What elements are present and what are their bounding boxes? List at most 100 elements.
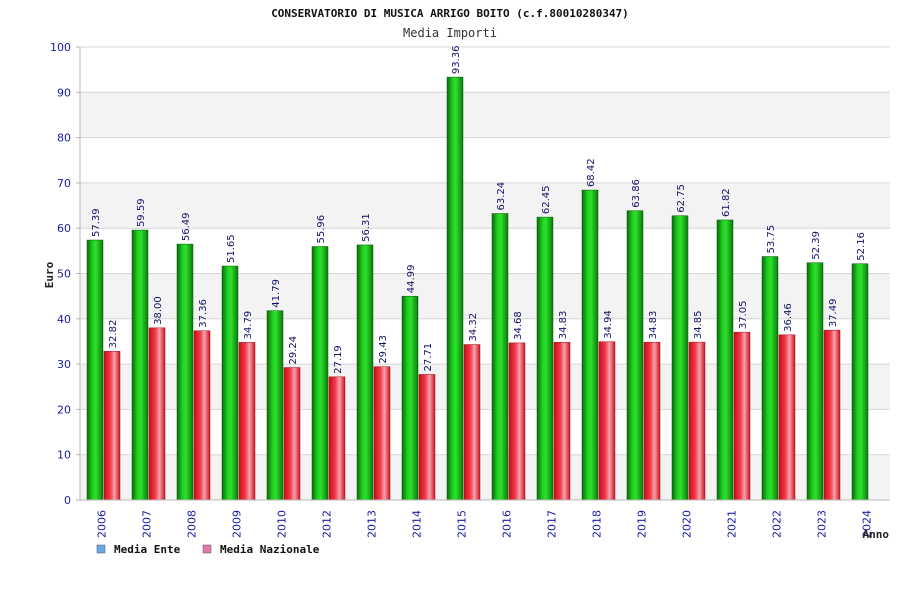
value-label: 55.96 (316, 215, 327, 244)
bar-media-nazionale-2016 (508, 342, 526, 501)
bar-media-ente-2012 (311, 246, 329, 501)
bar-media-ente-2014 (401, 295, 419, 501)
bar-media-nazionale-2020 (688, 341, 706, 501)
bar-media-ente-2007 (131, 229, 149, 501)
value-label: 34.79 (243, 311, 254, 340)
value-label: 27.71 (423, 343, 434, 372)
x-axis-label: Anno (863, 528, 890, 541)
bar-media-nazionale-2009 (238, 342, 256, 501)
value-label: 34.68 (513, 311, 524, 340)
grid-band (80, 273, 890, 319)
value-label: 41.79 (271, 279, 282, 308)
grid-band (80, 228, 890, 274)
y-tick-label: 30 (57, 358, 71, 371)
value-label: 51.65 (226, 234, 237, 263)
bar-media-ente-2006 (86, 239, 104, 501)
bar-media-nazionale-2021 (733, 331, 751, 501)
y-tick-label: 40 (57, 313, 71, 326)
x-tick-label: 2013 (366, 510, 379, 538)
bar-media-nazionale-2010 (283, 367, 301, 501)
value-label: 29.24 (288, 336, 299, 365)
x-tick-label: 2023 (816, 510, 829, 538)
value-label: 37.05 (738, 301, 749, 330)
x-tick-label: 2022 (771, 510, 784, 538)
value-label: 37.49 (828, 299, 839, 328)
bar-media-ente-2009 (221, 265, 239, 501)
bar-media-nazionale-2006 (103, 351, 121, 501)
value-label: 57.39 (91, 208, 102, 237)
bar-media-nazionale-2018 (598, 341, 616, 501)
value-label: 44.99 (406, 265, 417, 294)
bar-media-ente-2022 (761, 256, 779, 501)
x-tick-label: 2006 (96, 510, 109, 538)
bar-media-nazionale-2019 (643, 341, 661, 501)
value-label: 68.42 (586, 158, 597, 187)
grid-band (80, 92, 890, 138)
value-label: 38.00 (153, 296, 164, 325)
x-tick-label: 2010 (276, 510, 289, 538)
bar-media-ente-2013 (356, 244, 374, 501)
legend-swatch-media-nazionale (202, 544, 212, 554)
y-tick-label: 60 (57, 222, 71, 235)
value-label: 93.36 (451, 45, 462, 74)
value-label: 56.31 (361, 213, 372, 242)
y-tick-label: 90 (57, 86, 71, 99)
chart-title: CONSERVATORIO DI MUSICA ARRIGO BOITO (c.… (271, 7, 629, 20)
value-label: 61.82 (721, 188, 732, 217)
y-tick-label: 10 (57, 449, 71, 462)
y-axis-label: Euro (43, 261, 56, 288)
bar-media-ente-2010 (266, 310, 284, 501)
x-tick-label: 2007 (141, 510, 154, 538)
y-tick-label: 20 (57, 403, 71, 416)
y-tick-label: 70 (57, 177, 71, 190)
value-label: 34.83 (558, 311, 569, 340)
legend: Media Ente Media Nazionale (96, 543, 320, 556)
x-tick-label: 2014 (411, 510, 424, 538)
value-label: 52.39 (811, 231, 822, 260)
grid-band (80, 182, 890, 229)
x-tick-label: 2017 (546, 510, 559, 538)
grid-band (80, 409, 890, 455)
legend-label-media-nazionale: Media Nazionale (220, 543, 320, 556)
value-label: 56.49 (181, 212, 192, 241)
grid-bands (80, 47, 890, 500)
chart-subtitle: Media Importi (403, 26, 497, 40)
bar-media-ente-2023 (806, 262, 824, 501)
value-label: 34.32 (468, 313, 479, 342)
bar-media-nazionale-2013 (373, 366, 391, 501)
bar-media-nazionale-2012 (328, 376, 346, 501)
legend-swatch-media-ente (96, 544, 106, 554)
y-tick-label: 0 (64, 494, 71, 507)
value-label: 27.19 (333, 345, 344, 374)
bar-media-ente-2020 (671, 215, 689, 501)
x-tick-label: 2021 (726, 510, 739, 538)
value-label: 32.82 (108, 320, 119, 349)
bar-media-ente-2018 (581, 189, 599, 501)
x-tick-label: 2008 (186, 510, 199, 538)
y-tick-label: 80 (57, 132, 71, 145)
value-label: 63.24 (496, 182, 507, 211)
value-label: 62.75 (676, 184, 687, 213)
y-tick-label: 100 (50, 41, 71, 54)
grid-band (80, 364, 890, 410)
x-tick-label: 2012 (321, 510, 334, 538)
grid-band (80, 318, 890, 365)
value-label: 29.43 (378, 335, 389, 364)
value-label: 34.83 (648, 311, 659, 340)
x-tick-label: 2018 (591, 510, 604, 538)
y-axis-ticks: 0 10 20 30 40 50 60 70 80 90 100 (50, 41, 80, 507)
bar-media-nazionale-2007 (148, 327, 166, 501)
bar-media-nazionale-2017 (553, 341, 571, 501)
x-tick-label: 2019 (636, 510, 649, 538)
grid-band (80, 47, 890, 93)
bar-media-nazionale-2014 (418, 374, 436, 501)
x-tick-label: 2020 (681, 510, 694, 538)
value-label: 37.36 (198, 299, 209, 328)
bar-media-ente-2017 (536, 216, 554, 501)
value-labels: 57.39 32.82 59.59 38.00 56.49 37.36 51.65 34.79… (91, 45, 867, 373)
x-tick-label: 2015 (456, 510, 469, 538)
legend-label-media-ente: Media Ente (114, 543, 181, 556)
x-tick-label: 2009 (231, 510, 244, 538)
x-tick-label: 2016 (501, 510, 514, 538)
